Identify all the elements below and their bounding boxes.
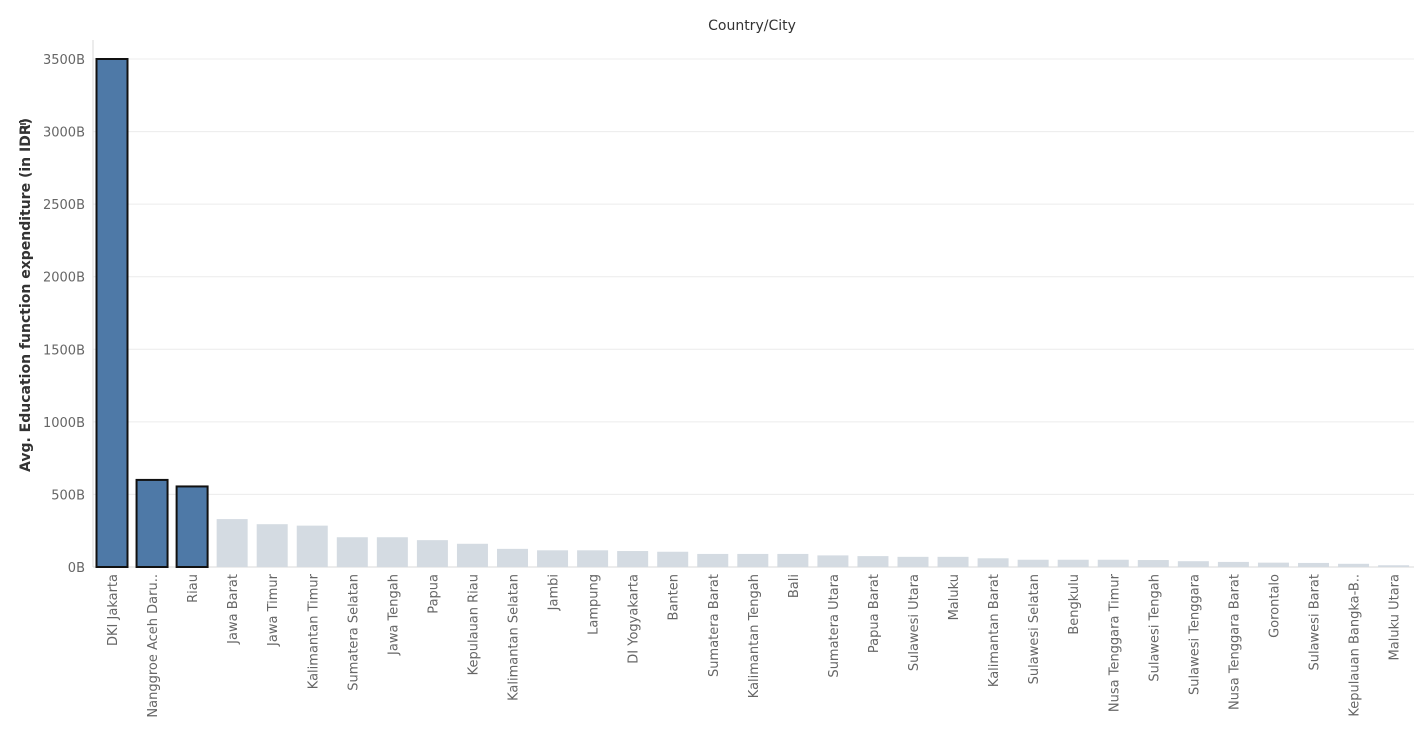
bar-kalimantan-selatan[interactable] (497, 548, 528, 567)
x-category-label: Kalimantan Timur (306, 573, 321, 689)
y-tick-label: 2000B (43, 271, 85, 286)
x-category-label: Sulawesi Barat (1308, 574, 1323, 671)
y-axis-title-group[interactable]: Avg. Education function expenditure (in … (18, 118, 34, 472)
x-category-label: Sumatera Selatan (346, 574, 361, 691)
x-category-label: Gorontalo (1267, 574, 1282, 638)
bar-sumatera-utara[interactable] (817, 555, 849, 567)
bar-lampung[interactable] (577, 550, 609, 567)
axes (92, 40, 1414, 568)
y-tick-label: 500B (51, 488, 85, 503)
x-axis-title: Country/City (708, 18, 796, 34)
bar-sulawesi-selatan[interactable] (1017, 559, 1049, 567)
y-tick-label: 3500B (43, 53, 85, 68)
bar-jawa-barat[interactable] (216, 519, 248, 567)
bar-gorontalo[interactable] (1257, 562, 1289, 567)
x-category-label: Sumatera Utara (827, 574, 842, 678)
bar-jambi[interactable] (537, 550, 569, 567)
bar-kepulauan-riau[interactable] (456, 543, 488, 567)
bar-jawa-tengah[interactable] (376, 537, 408, 567)
x-category-label: Papua Barat (867, 574, 882, 653)
x-category-label: Sulawesi Selatan (1027, 574, 1042, 684)
x-category-label: Kalimantan Selatan (507, 574, 522, 701)
x-category-label: DI Yogyakarta (627, 574, 642, 664)
bar-banten[interactable] (657, 551, 689, 567)
x-category-label: Jambi (547, 574, 562, 611)
x-category-label: Kepulauan Riau (466, 574, 481, 675)
y-tick-label: 0B (68, 561, 85, 576)
x-category-label: Sulawesi Tenggara (1187, 574, 1202, 695)
x-category-label: Sulawesi Tengah (1147, 574, 1162, 682)
bar-kalimantan-tengah[interactable] (737, 553, 769, 567)
bar-maluku-utara[interactable] (1378, 565, 1410, 567)
x-category-label: Lampung (587, 574, 602, 635)
x-category-label: Maluku (947, 574, 962, 620)
bar-kalimantan-barat[interactable] (977, 558, 1009, 567)
gridlines (93, 58, 1414, 495)
y-tick-label: 1000B (43, 416, 85, 431)
x-category-label: Jawa Timur (266, 573, 281, 647)
x-category-label: DKI Jakarta (106, 574, 121, 646)
x-category-label: Sumatera Barat (707, 574, 722, 677)
bar-kepulauan-bangka-b[interactable] (1338, 563, 1370, 567)
y-tick-label: 3000B (43, 126, 85, 141)
bar-dki-jakarta[interactable] (95, 58, 129, 568)
x-category-label: Sulawesi Utara (907, 574, 922, 671)
x-category-labels: DKI Jakarta Nanggroe Aceh Daru.. Riau Jawa … (106, 573, 1403, 717)
x-category-label: Riau (186, 574, 201, 603)
x-category-label: Papua (426, 574, 441, 614)
x-category-label: Nusa Tenggara Barat (1227, 574, 1242, 710)
bar-riau[interactable] (175, 485, 209, 568)
bar-papua-barat[interactable] (857, 556, 889, 567)
bar-nusa-tenggara-timur[interactable] (1097, 559, 1129, 567)
y-tick-labels: 0B 500B 1000B 1500B 2000B 2500B 3000B 3500B (43, 53, 85, 576)
x-category-label: Banten (667, 574, 682, 620)
bar-maluku[interactable] (937, 556, 969, 567)
sort-descending-icon[interactable] (20, 120, 28, 128)
bar-papua[interactable] (416, 540, 448, 567)
x-category-label: Maluku Utara (1388, 574, 1403, 660)
x-category-label: Kepulauan Bangka-B.. (1348, 574, 1363, 717)
bar-sulawesi-utara[interactable] (897, 556, 929, 567)
x-category-label: Nanggroe Aceh Daru.. (146, 574, 161, 718)
bar-sumatera-barat[interactable] (697, 553, 729, 567)
x-category-label: Bali (787, 574, 802, 598)
x-category-label: Kalimantan Tengah (747, 574, 762, 698)
bar-sulawesi-tenggara[interactable] (1177, 561, 1209, 567)
bar-sumatera-selatan[interactable] (336, 537, 368, 567)
bar-nusa-tenggara-barat[interactable] (1217, 561, 1249, 567)
x-category-label: Jawa Tengah (386, 574, 401, 656)
bar-bengkulu[interactable] (1057, 559, 1089, 567)
bar-sulawesi-barat[interactable] (1298, 562, 1329, 567)
bar-kalimantan-timur[interactable] (296, 525, 328, 567)
y-axis-title: Avg. Education function expenditure (in … (18, 118, 34, 472)
x-category-label: Jawa Barat (226, 574, 241, 645)
x-category-label: Bengkulu (1067, 574, 1082, 635)
bar-bali[interactable] (777, 553, 809, 567)
bar-di-yogyakarta[interactable] (617, 551, 649, 567)
bar-sulawesi-tengah[interactable] (1137, 560, 1169, 567)
x-category-label: Nusa Tenggara Timur (1107, 573, 1122, 712)
bars[interactable] (95, 58, 1410, 568)
bar-jawa-timur[interactable] (256, 524, 288, 567)
x-category-label: Kalimantan Barat (987, 574, 1002, 687)
bar-nanggroe-aceh-daru[interactable] (135, 478, 169, 568)
y-tick-label: 2500B (43, 198, 85, 213)
y-tick-label: 1500B (43, 343, 85, 358)
